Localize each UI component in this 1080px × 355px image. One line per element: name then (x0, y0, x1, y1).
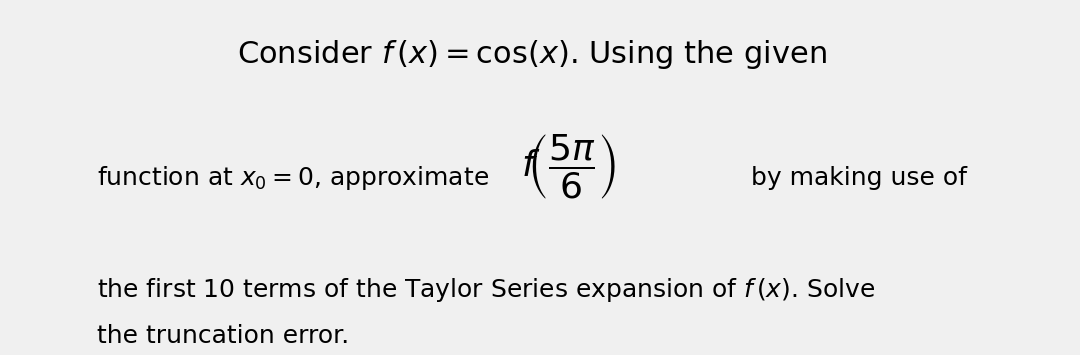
Text: function at $x_0 = 0$, approximate: function at $x_0 = 0$, approximate (97, 164, 489, 191)
Text: Consider $f\,(x) = \cos(x)$. Using the given: Consider $f\,(x) = \cos(x)$. Using the g… (237, 38, 826, 71)
Text: the truncation error.: the truncation error. (97, 324, 349, 348)
Text: the first 10 terms of the Taylor Series expansion of $f\,(x)$. Solve: the first 10 terms of the Taylor Series … (97, 276, 875, 304)
Text: $f\!\left(\dfrac{5\pi}{6}\right)$: $f\!\left(\dfrac{5\pi}{6}\right)$ (522, 132, 617, 201)
Text: by making use of: by making use of (751, 165, 967, 190)
